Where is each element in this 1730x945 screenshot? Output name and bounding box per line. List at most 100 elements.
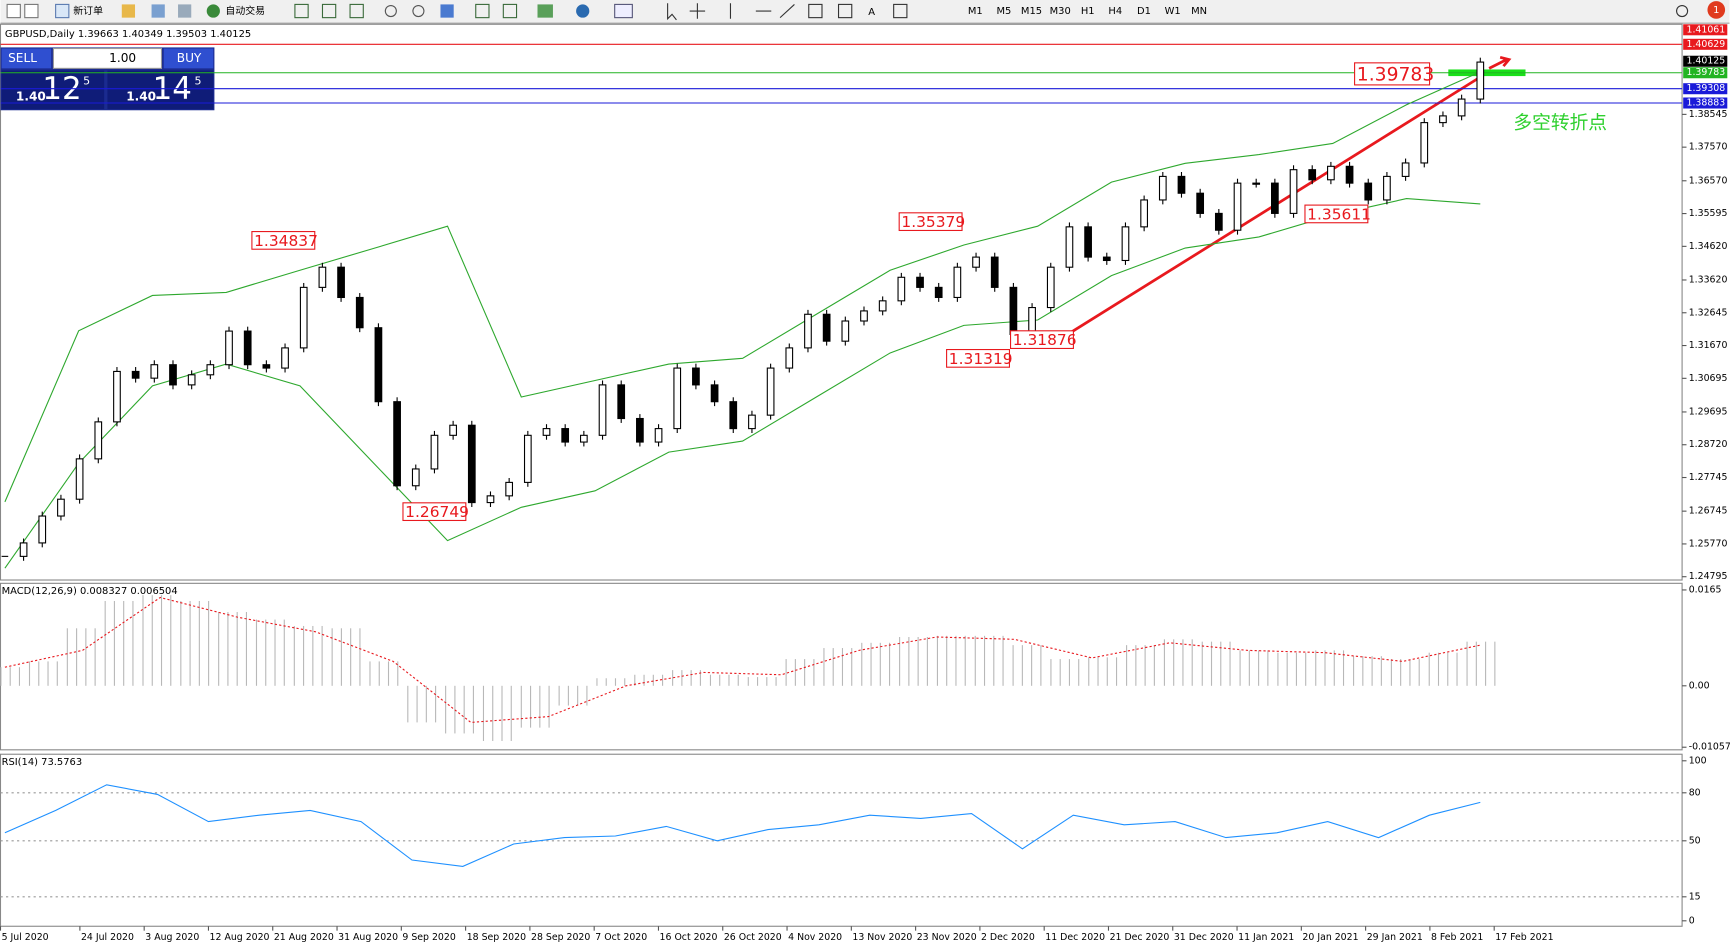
- candle: [1383, 175, 1391, 201]
- candle: [1439, 115, 1447, 124]
- main-chart: [0, 23, 1683, 581]
- timeframe-button[interactable]: M30: [1050, 6, 1071, 17]
- x-tick-label: 26 Oct 2020: [724, 932, 782, 943]
- trend-arrow: [1488, 56, 1512, 70]
- x-tick-label: 28 Sep 2020: [531, 932, 590, 943]
- timeframe-button[interactable]: W1: [1165, 6, 1181, 17]
- candle: [1121, 226, 1130, 262]
- periods-icon[interactable]: [576, 4, 590, 18]
- tool-icon[interactable]: [837, 3, 853, 19]
- buy-frac: 5: [195, 75, 202, 88]
- candle: [411, 468, 420, 487]
- price-level-tag: [1683, 38, 1728, 50]
- y-tick-label: -0.010571: [1689, 742, 1730, 753]
- timeframe-button[interactable]: H1: [1081, 6, 1095, 17]
- notification-count: 1: [1713, 5, 1719, 16]
- candle: [449, 424, 457, 436]
- candle: [523, 434, 532, 483]
- y-tick-label: 1.31670: [1689, 340, 1728, 351]
- tool-icon[interactable]: [475, 3, 490, 19]
- price-level-tag: [1683, 83, 1728, 95]
- candle: [860, 310, 868, 322]
- sell-frac: 5: [83, 75, 90, 88]
- search-icon[interactable]: [1676, 4, 1689, 18]
- candle: [1177, 175, 1186, 194]
- tool-icon[interactable]: [151, 4, 165, 18]
- candle: [692, 367, 700, 386]
- timeframe-button[interactable]: M5: [997, 6, 1012, 17]
- text-tool[interactable]: A: [868, 7, 875, 18]
- candle: [972, 256, 980, 268]
- candle: [878, 300, 887, 312]
- price-level-tag: [1683, 24, 1728, 36]
- y-tick-label: 1.26745: [1689, 506, 1728, 517]
- candle: [355, 296, 364, 329]
- candle: [598, 384, 607, 436]
- sell-label[interactable]: SELL: [8, 51, 37, 65]
- lot-input[interactable]: [52, 47, 163, 69]
- tool-icon[interactable]: [178, 4, 192, 18]
- candle: [1009, 286, 1018, 336]
- templates-icon[interactable]: [614, 3, 633, 19]
- price-annotation: 1.34837: [254, 232, 318, 250]
- rsi-label: RSI(14) 73.5763: [2, 757, 83, 768]
- tool-icon[interactable]: [502, 3, 518, 19]
- tool-icon[interactable]: [349, 3, 364, 19]
- candle: [430, 434, 439, 470]
- timeframe-button[interactable]: M1: [968, 6, 983, 17]
- y-tick-label: 1.32645: [1689, 307, 1728, 318]
- candle: [953, 266, 962, 299]
- sell-button[interactable]: [1, 48, 52, 69]
- candle: [1065, 226, 1074, 268]
- auto-trading-icon[interactable]: [206, 4, 220, 18]
- new-order-icon[interactable]: [55, 3, 70, 19]
- crosshair-icon[interactable]: [689, 3, 706, 19]
- tool-icon[interactable]: [294, 3, 309, 19]
- timeframe-button[interactable]: D1: [1137, 6, 1151, 17]
- buy-button[interactable]: [163, 48, 214, 69]
- y-tick-label: 1.36570: [1689, 175, 1728, 186]
- new-order-button[interactable]: 新订单: [73, 4, 103, 17]
- lot-value[interactable]: 1.00: [109, 51, 136, 65]
- candle: [467, 424, 476, 504]
- x-tick-label: 16 Oct 2020: [660, 932, 718, 943]
- tool-icon[interactable]: [440, 4, 454, 18]
- indicators-icon[interactable]: [537, 4, 553, 18]
- tool-icon[interactable]: [121, 4, 136, 18]
- price-level-label: 1.39308: [1686, 83, 1725, 94]
- candle: [673, 367, 682, 430]
- auto-trading-button[interactable]: 自动交易: [225, 4, 265, 17]
- candle: [822, 313, 831, 342]
- tool-icon[interactable]: [6, 3, 21, 19]
- timeframe-button[interactable]: H4: [1108, 6, 1122, 17]
- price-annotation-box: [402, 502, 467, 522]
- tool-icon[interactable]: [321, 3, 337, 19]
- price-annotation: 1.39783: [1357, 64, 1434, 85]
- drawing-icons[interactable]: [729, 3, 795, 19]
- candle: [505, 481, 514, 497]
- y-tick-label: 15: [1689, 891, 1701, 902]
- zoom-out-icon[interactable]: [412, 4, 425, 18]
- tool-icon[interactable]: [24, 3, 39, 19]
- x-tick-label: 23 Nov 2020: [917, 932, 977, 943]
- y-tick-label: 50: [1689, 835, 1701, 846]
- label-tool[interactable]: [893, 3, 908, 19]
- notification-badge[interactable]: [1707, 1, 1726, 19]
- timeframe-button[interactable]: MN: [1191, 6, 1207, 17]
- timeframe-button[interactable]: M15: [1021, 6, 1042, 17]
- price-level-tag: [1683, 67, 1728, 79]
- candle: [841, 320, 850, 342]
- tool-icon[interactable]: [808, 3, 823, 19]
- cursor-icon[interactable]: [667, 3, 677, 21]
- buy-label[interactable]: BUY: [177, 51, 202, 65]
- candle: [243, 330, 252, 366]
- candle: [1457, 98, 1466, 117]
- y-tick-label: 80: [1689, 787, 1701, 798]
- price-level-tag: [1683, 55, 1728, 67]
- candle: [318, 266, 327, 288]
- candle: [561, 428, 570, 443]
- price-annotation-box: [946, 348, 1011, 368]
- zoom-in-icon[interactable]: [384, 4, 397, 18]
- x-tick-label: 11 Jan 2021: [1238, 932, 1294, 943]
